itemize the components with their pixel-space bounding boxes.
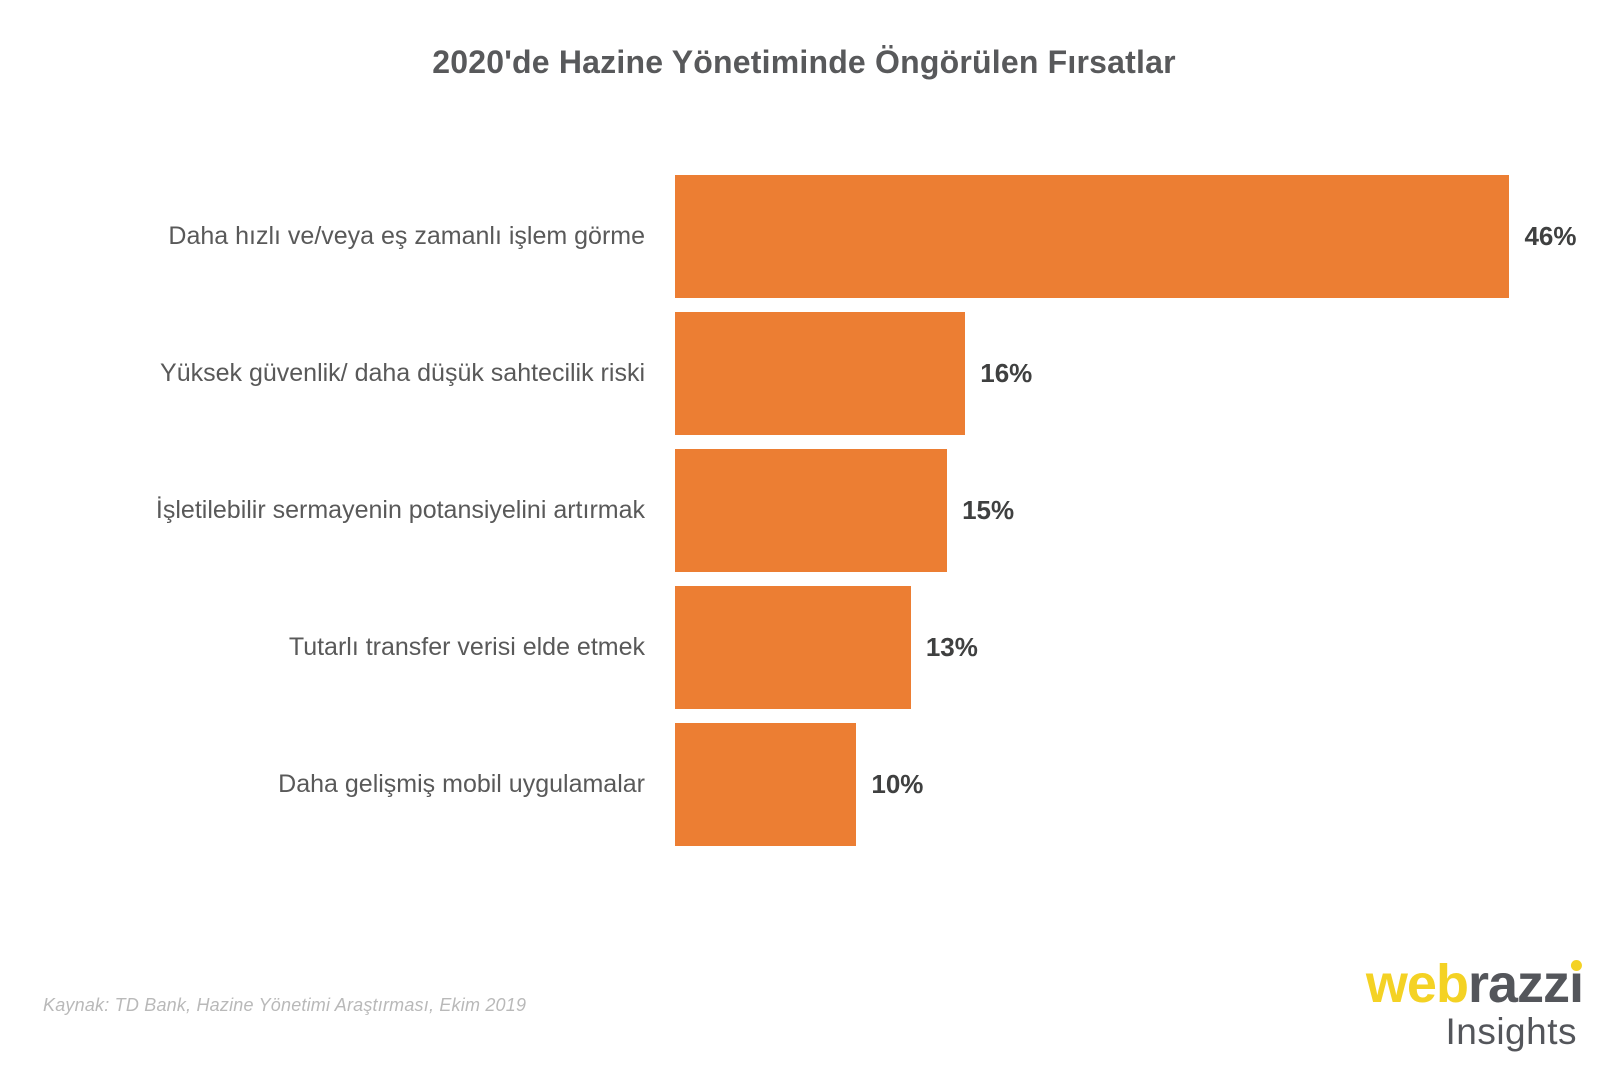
category-label: İşletilebilir sermayenin potansiyelini a… bbox=[155, 495, 645, 524]
bar-chart: Daha hızlı ve/veya eş zamanlı işlem görm… bbox=[0, 175, 1608, 860]
logo-razzi-text: razzı bbox=[1467, 954, 1584, 1015]
value-label: 15% bbox=[962, 495, 1015, 525]
bar-row: Daha hızlı ve/veya eş zamanlı işlem görm… bbox=[0, 175, 1608, 298]
bar bbox=[675, 723, 857, 846]
bar-row: Daha gelişmiş mobil uygulamalar 10% bbox=[0, 723, 1608, 846]
bar bbox=[675, 175, 1510, 298]
webrazzi-wordmark: webrazzı bbox=[1365, 954, 1584, 1015]
logo-insights-text: Insights bbox=[1445, 1011, 1577, 1053]
bar-row: Tutarlı transfer verisi elde etmek 13% bbox=[0, 586, 1608, 709]
bar-track: 15% bbox=[675, 449, 1582, 572]
category-label: Daha hızlı ve/veya eş zamanlı işlem görm… bbox=[168, 221, 645, 250]
category-label: Daha gelişmiş mobil uygulamalar bbox=[278, 769, 645, 798]
bar bbox=[675, 312, 966, 435]
logo-i-yellow-dot: ı bbox=[1568, 954, 1584, 1015]
bar-track: 13% bbox=[675, 586, 1582, 709]
logo-web-text: web bbox=[1365, 954, 1469, 1015]
value-label: 16% bbox=[980, 358, 1033, 388]
category-label: Tutarlı transfer verisi elde etmek bbox=[288, 632, 645, 661]
bar-track: 10% bbox=[675, 723, 1582, 846]
source-note: Kaynak: TD Bank, Hazine Yönetimi Araştır… bbox=[43, 995, 527, 1015]
value-label: 13% bbox=[925, 632, 978, 662]
webrazzi-insights-logo: webrazzı Insights bbox=[1365, 954, 1584, 1054]
category-label: Yüksek güvenlik/ daha düşük sahtecilik r… bbox=[160, 358, 645, 387]
value-label: 46% bbox=[1524, 221, 1577, 251]
bar-track: 46% bbox=[675, 175, 1582, 298]
chart-title: 2020'de Hazine Yönetiminde Öngörülen Fır… bbox=[432, 44, 1176, 80]
bar bbox=[675, 586, 911, 709]
bar bbox=[675, 449, 948, 572]
value-label: 10% bbox=[871, 769, 924, 799]
bar-track: 16% bbox=[675, 312, 1582, 435]
bar-row: Yüksek güvenlik/ daha düşük sahtecilik r… bbox=[0, 312, 1608, 435]
bar-row: İşletilebilir sermayenin potansiyelini a… bbox=[0, 449, 1608, 572]
